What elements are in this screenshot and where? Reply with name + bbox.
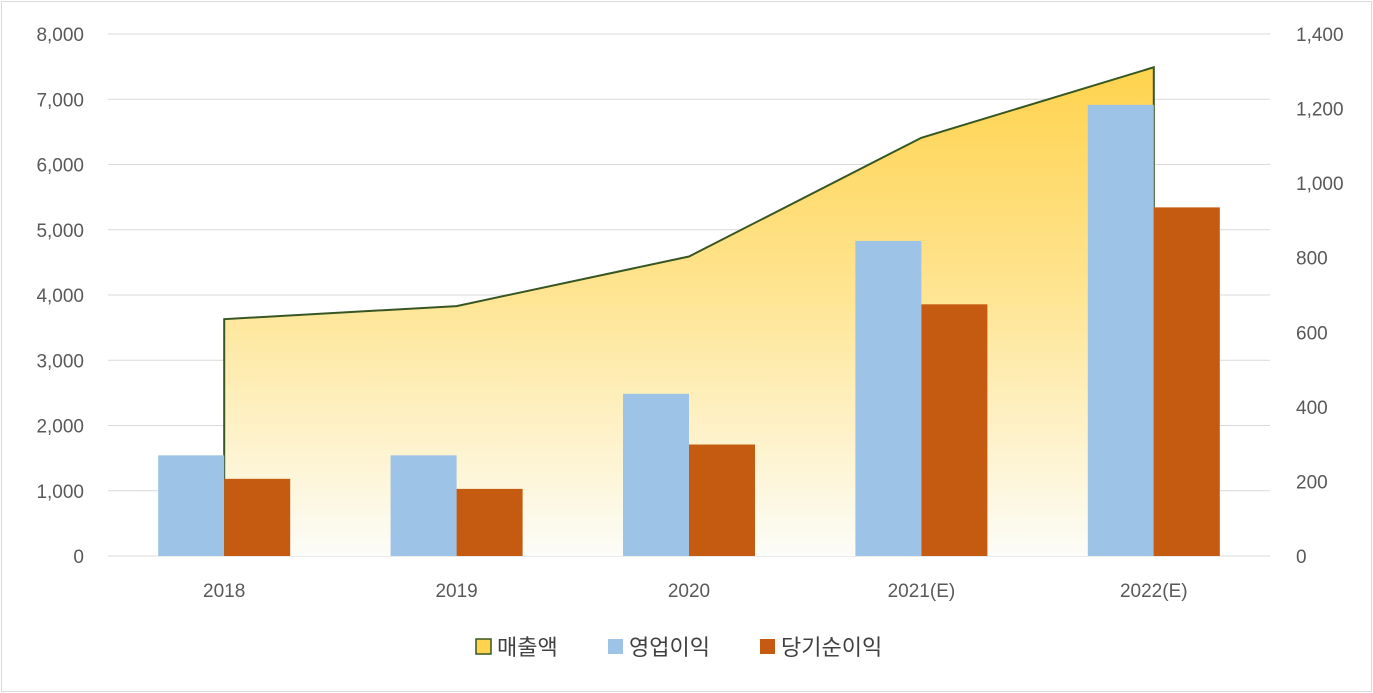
x-axis-tick-label: 2018 — [203, 581, 245, 602]
bar-operating-profit — [158, 455, 225, 556]
bar-series — [158, 104, 1220, 556]
x-axis-tick-label: 2020 — [668, 581, 710, 602]
legend-label: 매출액 — [497, 635, 558, 660]
right-axis-tick-label: 400 — [1296, 398, 1328, 419]
left-axis-tick-label: 2,000 — [36, 417, 84, 438]
bar-operating-profit — [1087, 104, 1154, 556]
left-axis-tick-label: 4,000 — [36, 286, 84, 307]
x-axis-tick-label: 2019 — [435, 581, 477, 602]
x-axis-ticks: 2018 2019 2020 2021(E) 2022(E) — [203, 581, 1188, 602]
legend-swatch — [608, 639, 623, 654]
left-axis-tick-label: 7,000 — [36, 90, 84, 111]
bar-net-income — [1153, 207, 1220, 556]
right-axis-tick-label: 0 — [1296, 547, 1307, 568]
bar-operating-profit — [390, 455, 457, 556]
left-axis-tick-label: 3,000 — [36, 351, 84, 372]
right-axis-ticks: 0 200 400 600 800 1,000 1,200 1,400 — [1296, 25, 1344, 568]
left-axis-ticks: 0 1,000 2,000 3,000 4,000 5,000 6,000 7,000 8,00… — [36, 25, 84, 568]
right-axis-tick-label: 1,200 — [1296, 100, 1344, 121]
legend: 매출액 영업이익 당기순이익 — [475, 635, 882, 660]
bar-operating-profit — [855, 240, 922, 556]
bar-net-income — [456, 488, 523, 556]
legend-swatch — [760, 639, 775, 654]
x-axis-tick-label: 2021(E) — [888, 581, 956, 602]
left-axis-tick-label: 0 — [73, 547, 84, 568]
legend-label: 당기순이익 — [781, 635, 882, 660]
right-axis-tick-label: 800 — [1296, 249, 1328, 270]
bar-net-income — [689, 444, 755, 556]
legend-label: 영업이익 — [629, 635, 710, 660]
bar-operating-profit — [623, 393, 689, 556]
left-axis-tick-label: 8,000 — [36, 25, 84, 46]
x-axis-tick-label: 2022(E) — [1120, 581, 1188, 602]
legend-swatch — [475, 638, 492, 655]
right-axis-tick-label: 600 — [1296, 323, 1328, 344]
right-axis-tick-label: 200 — [1296, 472, 1328, 493]
right-axis-tick-label: 1,000 — [1296, 174, 1344, 195]
left-axis-tick-label: 5,000 — [36, 221, 84, 242]
bar-net-income — [921, 304, 988, 556]
bar-net-income — [224, 478, 291, 556]
left-axis-tick-label: 6,000 — [36, 156, 84, 177]
left-axis-tick-label: 1,000 — [36, 482, 84, 503]
right-axis-tick-label: 1,400 — [1296, 25, 1344, 46]
